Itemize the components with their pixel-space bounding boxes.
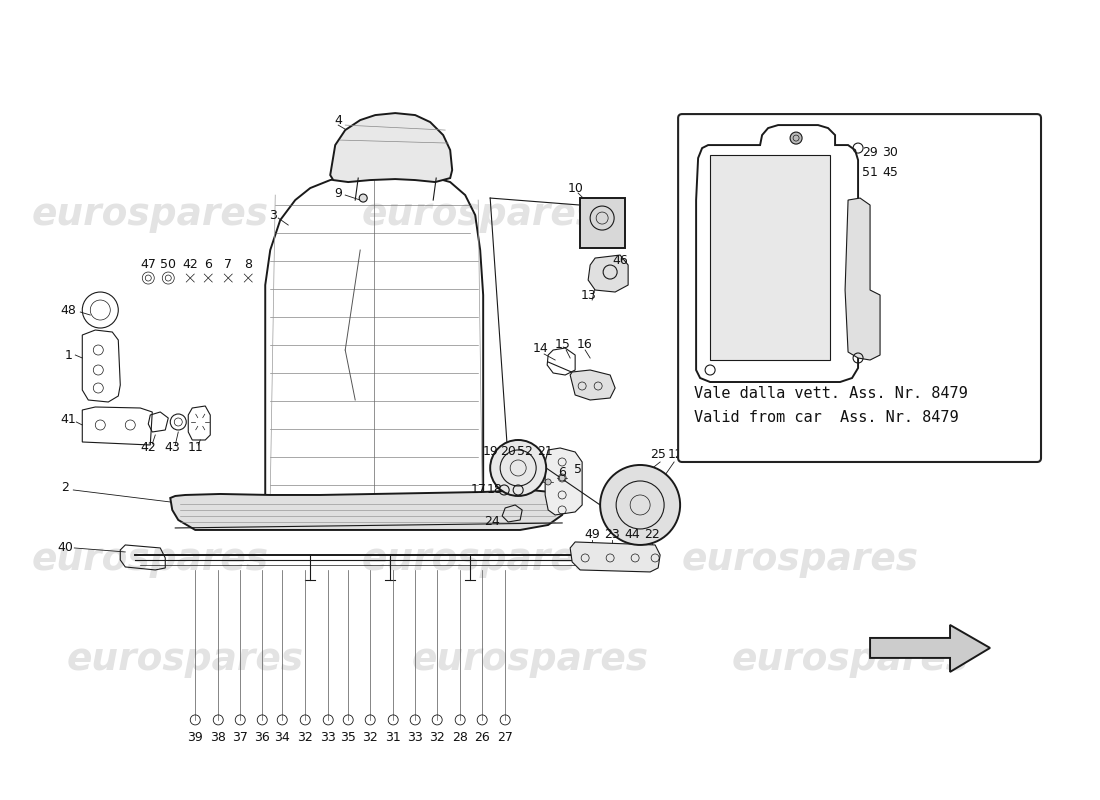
- Text: eurospares: eurospares: [411, 642, 649, 678]
- Text: 32: 32: [362, 731, 378, 745]
- Text: 8: 8: [244, 258, 252, 270]
- Circle shape: [546, 479, 551, 485]
- Text: 22: 22: [645, 529, 660, 542]
- Text: 29: 29: [862, 146, 878, 158]
- Polygon shape: [845, 198, 880, 360]
- Text: eurospares: eurospares: [362, 197, 598, 233]
- Text: 33: 33: [407, 731, 424, 745]
- Polygon shape: [870, 625, 990, 672]
- Text: 42: 42: [183, 258, 198, 270]
- Text: 42: 42: [141, 442, 156, 454]
- Text: 15: 15: [554, 338, 570, 350]
- Text: 9: 9: [334, 186, 342, 199]
- Text: eurospares: eurospares: [682, 542, 918, 578]
- Text: 16: 16: [576, 338, 592, 350]
- Text: 32: 32: [297, 731, 313, 745]
- Text: 25: 25: [650, 449, 667, 462]
- Polygon shape: [588, 255, 628, 292]
- Text: 52: 52: [517, 446, 534, 458]
- Text: 30: 30: [882, 146, 898, 158]
- Text: Vale dalla vett. Ass. Nr. 8479: Vale dalla vett. Ass. Nr. 8479: [694, 386, 968, 401]
- Text: 17: 17: [470, 483, 486, 497]
- Text: 36: 36: [254, 731, 271, 745]
- Polygon shape: [580, 198, 625, 248]
- Text: 2: 2: [62, 482, 69, 494]
- Text: Valid from car  Ass. Nr. 8479: Valid from car Ass. Nr. 8479: [694, 410, 959, 426]
- Text: 5: 5: [574, 463, 582, 477]
- Text: eurospares: eurospares: [732, 642, 969, 678]
- Text: 41: 41: [60, 414, 76, 426]
- Text: eurospares: eurospares: [32, 197, 268, 233]
- Text: 6: 6: [558, 466, 566, 479]
- Polygon shape: [546, 448, 582, 515]
- Text: 6: 6: [205, 258, 212, 270]
- Text: 1: 1: [65, 349, 73, 362]
- Text: eurospares: eurospares: [67, 642, 304, 678]
- Circle shape: [360, 194, 367, 202]
- Text: 18: 18: [486, 483, 502, 497]
- Text: 44: 44: [625, 529, 640, 542]
- Text: 39: 39: [187, 731, 204, 745]
- Text: 13: 13: [581, 289, 596, 302]
- Text: 37: 37: [232, 731, 249, 745]
- Text: 11: 11: [187, 442, 204, 454]
- Text: 46: 46: [613, 254, 628, 266]
- Circle shape: [601, 465, 680, 545]
- Text: 34: 34: [274, 731, 290, 745]
- Polygon shape: [711, 155, 830, 360]
- Text: eurospares: eurospares: [32, 542, 268, 578]
- Text: 43: 43: [164, 442, 180, 454]
- Circle shape: [491, 440, 547, 496]
- Text: 38: 38: [210, 731, 227, 745]
- Text: 48: 48: [60, 303, 76, 317]
- Polygon shape: [570, 542, 660, 572]
- Text: eurospares: eurospares: [362, 542, 598, 578]
- Text: 47: 47: [141, 258, 156, 270]
- Text: 40: 40: [57, 542, 74, 554]
- Text: 32: 32: [429, 731, 446, 745]
- Text: 4: 4: [334, 114, 342, 126]
- Text: 23: 23: [604, 529, 620, 542]
- Text: 20: 20: [500, 446, 516, 458]
- Polygon shape: [570, 370, 615, 400]
- Text: 50: 50: [161, 258, 176, 270]
- FancyBboxPatch shape: [678, 114, 1041, 462]
- Text: 7: 7: [224, 258, 232, 270]
- Text: 19: 19: [482, 446, 498, 458]
- Text: 24: 24: [484, 515, 500, 529]
- Text: 10: 10: [568, 182, 583, 194]
- Polygon shape: [170, 490, 565, 530]
- Circle shape: [559, 475, 565, 481]
- Text: 35: 35: [340, 731, 356, 745]
- Text: 51: 51: [862, 166, 878, 178]
- Text: 45: 45: [882, 166, 898, 178]
- Text: 28: 28: [452, 731, 469, 745]
- Text: 49: 49: [584, 529, 600, 542]
- Text: 12: 12: [668, 449, 683, 462]
- Text: 33: 33: [320, 731, 337, 745]
- Polygon shape: [330, 113, 452, 182]
- Text: 26: 26: [474, 731, 491, 745]
- Circle shape: [790, 132, 802, 144]
- Text: 27: 27: [497, 731, 513, 745]
- Text: 21: 21: [537, 446, 553, 458]
- Text: 3: 3: [270, 209, 277, 222]
- Text: 31: 31: [385, 731, 402, 745]
- Text: 14: 14: [532, 342, 548, 354]
